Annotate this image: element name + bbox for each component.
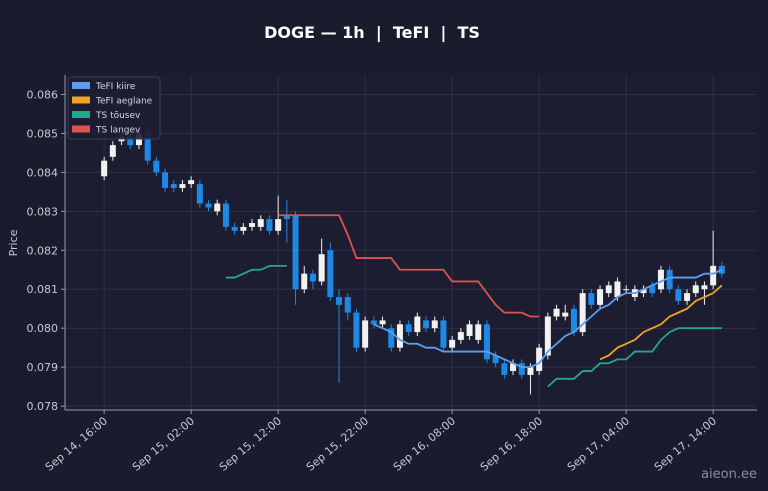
indicator-line [373,268,723,369]
candle-body [666,269,673,290]
watermark: aieon.ee [701,467,757,482]
legend-swatch [72,125,90,133]
candle-body [405,324,412,333]
candle-body [144,133,151,161]
y-tick-label: 0.083 [27,205,59,218]
legend: TeFI kiire TeFI aeglane TS tõusev TS langev [67,76,161,140]
legend-label: TS tõusev [95,111,141,121]
candle-body [162,172,169,188]
candle-body [170,184,177,188]
y-tick-label: 0.085 [27,127,59,140]
candle-body [292,215,299,290]
candle-body [301,273,308,290]
candle-body [553,308,560,317]
candle-body [701,285,708,290]
candle-body [692,285,699,294]
chart-title: DOGE — 1h | TeFI | TS [264,23,480,43]
candle-body [710,265,717,286]
candle-body [196,184,203,204]
candle-body [570,308,577,333]
candle-body [266,219,273,231]
candle-body [240,226,247,231]
candle-body [188,180,195,185]
candle-body [649,285,656,294]
candle-body [318,254,325,282]
candle-body [483,324,490,360]
candle-body [457,332,464,340]
legend-label: TeFI kiire [95,82,136,92]
candle-body [379,320,386,325]
legend-box [67,76,161,140]
candle-body [214,203,221,212]
candle-body [518,363,525,375]
candle-body [449,339,456,348]
y-tick-label: 0.079 [27,361,59,374]
candle-body [388,328,395,348]
candle-body [353,312,360,348]
candle-body [440,320,447,348]
candle-body [640,289,647,294]
candle-body [614,281,621,298]
candle-body [370,320,377,325]
y-tick-label: 0.084 [27,166,59,179]
candle-body [205,203,212,208]
legend-swatch [72,111,90,118]
legend-swatch [72,82,90,89]
candle-body [475,324,482,340]
indicator-line [278,214,540,318]
candle-body [153,160,160,173]
candle-body [536,347,543,372]
candle-body [527,367,534,375]
indicator-line [225,264,722,388]
candle-body [544,316,551,356]
candle-body [344,297,351,313]
candle-body [179,184,186,188]
candle-body [588,293,595,305]
candle-body [231,226,238,231]
candle-body [423,320,430,329]
y-tick-label: 0.086 [27,88,59,101]
legend-label: TS langev [95,126,141,136]
candle-body [684,293,691,301]
candle-body [109,145,116,157]
candle-body [336,297,343,305]
candle-body [562,312,569,317]
y-tick-label: 0.078 [27,400,59,413]
candle-body [362,320,369,348]
candle-body [431,320,438,329]
y-tick-label: 0.081 [27,283,59,296]
y-axis-label: Price [7,229,20,256]
candle-body [396,324,403,348]
plot-area [65,75,757,410]
candle-body [249,223,256,227]
candle-body [597,289,604,305]
legend-swatch [72,96,90,104]
candle-body [623,289,630,291]
candle-body [275,219,282,231]
indicator-line [599,284,723,361]
candle-body [222,203,229,227]
candle-body [657,269,664,290]
candle-body [257,219,264,227]
candle-body [605,285,612,294]
candle-body [510,363,517,372]
candle-body [492,355,499,364]
legend-label: TeFI aeglane [95,97,153,107]
candle-body [414,316,421,333]
candle-body [501,363,508,375]
y-tick-label: 0.082 [27,244,59,257]
candle-body [101,160,108,177]
candle-body [327,250,334,298]
candle-body [579,293,586,333]
candle-body [283,215,290,220]
y-tick-label: 0.080 [27,322,59,335]
candle-body [466,324,473,336]
candle-body [675,289,682,301]
candle-body [309,273,316,282]
